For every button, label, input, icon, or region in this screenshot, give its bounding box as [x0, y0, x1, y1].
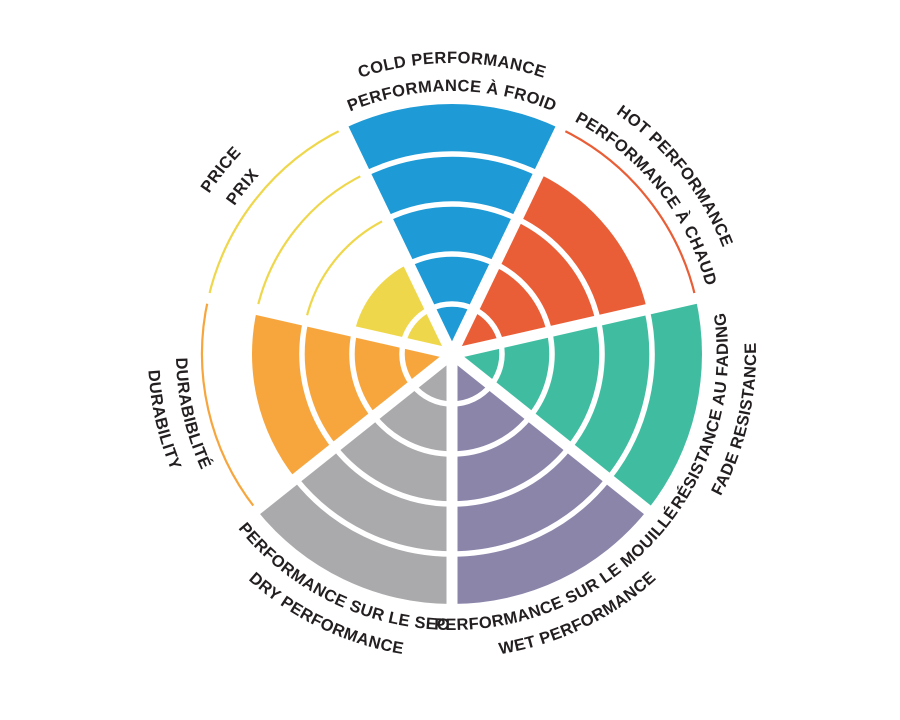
sector-fade-resistance-ring-divider-2	[528, 331, 555, 419]
sector-hot-performance-ring-divider-3	[515, 216, 601, 322]
sector-gap-spoke	[202, 291, 454, 360]
sector-hot-performance-wedge	[452, 173, 647, 354]
sector-dry-performance-ring-divider-3	[332, 445, 453, 507]
sector-fade-resistance-wedge	[452, 298, 702, 510]
sector-wet-performance-wedge	[452, 354, 648, 604]
sector-gap-spoke	[448, 349, 655, 518]
sector-dry-performance-ring-divider-4	[293, 476, 453, 557]
sector-price-level-marker-3	[304, 217, 388, 321]
sector-hot-performance-level-marker-5	[559, 127, 697, 299]
sector-durability-ring-divider-3	[299, 320, 337, 450]
sector-gap-spoke	[450, 291, 702, 360]
sector-hot-performance-label-line1: HOT PERFORMANCE	[613, 102, 736, 250]
sector-cold-performance-label-line1: COLD PERFORMANCE	[356, 49, 548, 82]
sector-cold-performance-wedge	[343, 104, 561, 354]
sector-durability-ring-divider-2	[349, 331, 376, 419]
sector-dry-performance-ring-divider-2	[371, 414, 453, 457]
sector-gap-spoke	[249, 349, 456, 518]
sector-cold-performance-ring-divider-4	[364, 151, 540, 177]
sector-gap-spoke	[447, 121, 568, 357]
sector-fade-resistance-ring-divider-3	[567, 320, 605, 450]
sector-price-level-marker-5	[207, 127, 345, 299]
sector-fade-resistance-ring-divider-4	[606, 308, 655, 481]
sector-price-wedge	[354, 263, 452, 354]
sector-durability-level-marker-5	[200, 298, 258, 511]
sector-wet-performance-ring-divider-4	[451, 476, 611, 557]
sector-cold-performance-ring-divider-3	[385, 201, 519, 222]
sector-cold-performance-ring-divider-2	[407, 251, 497, 267]
sector-wet-performance-ring-divider-2	[451, 414, 533, 457]
sector-wet-performance-ring-divider-3	[451, 445, 572, 507]
sector-price-level-marker-4	[255, 172, 366, 310]
sector-gap-spoke	[336, 121, 457, 357]
sector-dry-performance-wedge	[256, 354, 452, 604]
sector-hot-performance-ring-divider-2	[494, 261, 553, 333]
